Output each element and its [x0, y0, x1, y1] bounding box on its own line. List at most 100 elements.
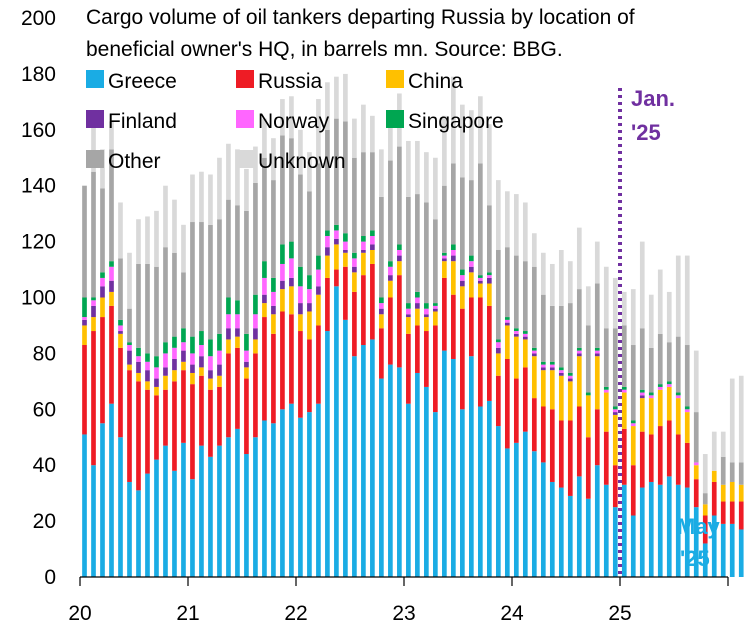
bar-segment-china — [729, 481, 735, 502]
bar-segment-other — [460, 177, 465, 270]
bar-segment-russia — [271, 333, 276, 424]
bar-segment-russia — [487, 305, 492, 401]
bar-segment-norway — [370, 236, 375, 245]
bar-segment-finland — [190, 364, 195, 373]
bar-segment-singapore — [648, 392, 654, 396]
bar-segment-russia — [720, 501, 726, 524]
bar-segment-greece — [370, 339, 375, 577]
bar-segment-greece — [118, 437, 123, 577]
bar-segment-russia — [460, 308, 465, 410]
bar-segment-singapore — [594, 347, 600, 351]
legend-swatch-other — [86, 150, 104, 168]
bar-segment-unknown — [549, 263, 555, 306]
bar-segment-singapore — [244, 333, 249, 351]
bar-segment-finland — [307, 303, 312, 312]
bar-segment-finland — [495, 347, 501, 354]
bar-segment-singapore — [172, 336, 177, 348]
bar-segment-finland — [154, 378, 159, 387]
bar-segment-china — [154, 386, 159, 396]
bar-segment-russia — [280, 311, 285, 410]
bar-segment-unknown — [594, 241, 600, 284]
bar-segment-china — [693, 465, 699, 480]
chart-title-line-2: beneficial owner's HQ, in barrels mn. So… — [86, 38, 563, 61]
bar-segment-unknown — [217, 157, 222, 220]
bar-segment-other — [478, 163, 483, 276]
bar-segment-greece — [262, 420, 267, 577]
bar-segment-norway — [208, 356, 213, 371]
bar-segment-singapore — [531, 347, 537, 351]
bar-segment-greece — [307, 412, 312, 577]
bar-segment-unknown — [513, 194, 519, 256]
bar-segment-norway — [325, 236, 330, 248]
bar-segment-greece — [675, 484, 681, 577]
bar-segment-norway — [648, 395, 654, 399]
bar-segment-unknown — [172, 199, 177, 253]
bar-segment-finland — [639, 395, 645, 399]
bar-segment-finland — [181, 350, 186, 362]
bar-segment-singapore — [388, 261, 393, 267]
bar-segment-china — [558, 375, 564, 421]
bar-segment-norway — [469, 261, 474, 267]
bar-segment-unknown — [576, 227, 582, 290]
bar-segment-singapore — [118, 319, 123, 326]
bar-segment-norway — [226, 314, 231, 329]
bar-segment-unknown — [154, 210, 159, 267]
bar-segment-other — [280, 135, 285, 245]
legend-label-other: Other — [108, 150, 161, 173]
bar-segment-greece — [388, 364, 393, 577]
bar-segment-greece — [127, 481, 132, 577]
bar-segment-china — [325, 255, 330, 278]
bar-segment-russia — [136, 381, 141, 491]
bar-segment-unknown — [567, 261, 573, 304]
bar-segment-greece — [576, 476, 582, 577]
bar-segment-china — [621, 392, 627, 429]
bar-segment-singapore — [478, 275, 483, 278]
y-axis-ticks: 0 20 40 60 80 100 120 140 160 180 200 — [21, 7, 56, 589]
bar-segment-greece — [729, 523, 735, 577]
bar-segment-norway — [621, 389, 627, 393]
bar-segment-china — [271, 314, 276, 334]
bar-segment-singapore — [271, 277, 276, 292]
bar-segment-finland — [325, 247, 330, 256]
bar-segment-russia — [711, 481, 717, 516]
bar-segment-norway — [451, 249, 456, 256]
bar-segment-china — [540, 370, 546, 407]
bar-segment-russia — [504, 358, 510, 449]
bar-segment-russia — [127, 370, 132, 482]
bar-segment-china — [478, 283, 483, 298]
bar-segment-finland — [460, 280, 465, 287]
y-tick-label: 20 — [33, 510, 56, 533]
bar-segment-other — [684, 345, 690, 407]
bar-segment-finland — [522, 336, 528, 340]
bar-segment-finland — [127, 350, 132, 365]
bar-segment-unknown — [244, 168, 249, 211]
bar-segment-china — [253, 339, 258, 354]
bar-segment-china — [235, 336, 240, 348]
bar-segment-other — [253, 182, 258, 295]
bar-segment-singapore — [325, 230, 330, 237]
bar-segment-russia — [226, 353, 231, 438]
bar-segment-china — [648, 398, 654, 435]
bar-segment-china — [244, 367, 249, 379]
bar-segment-unknown — [352, 118, 357, 158]
bar-segment-other — [82, 185, 87, 298]
bar-segment-norway — [307, 289, 312, 304]
bar-segment-norway — [558, 370, 564, 373]
bar-segment-greece — [397, 367, 402, 578]
bar-segment-other — [693, 412, 699, 463]
bar-segment-singapore — [603, 386, 609, 390]
x-tick-label: 24 — [500, 602, 524, 625]
legend-swatch-finland — [86, 110, 104, 128]
bar-segment-singapore — [217, 333, 222, 351]
bar-segment-norway — [639, 392, 645, 396]
bar-segment-unknown — [307, 152, 312, 192]
bar-segment-norway — [127, 345, 132, 351]
bar-segment-china — [289, 286, 294, 315]
bar-segment-greece — [603, 484, 609, 577]
bar-segment-russia — [217, 386, 222, 446]
bar-segment-norway — [298, 286, 303, 304]
bar-segment-china — [433, 311, 438, 326]
bar-segment-norway — [154, 367, 159, 379]
bar-segment-finland — [576, 353, 582, 357]
bar-segment-norway — [100, 277, 105, 287]
